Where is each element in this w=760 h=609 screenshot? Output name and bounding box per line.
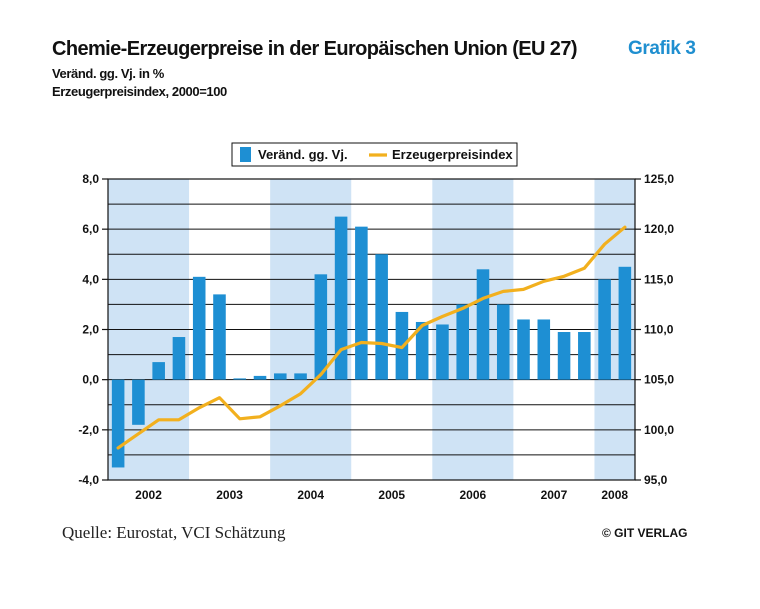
bar-0 <box>111 379 125 468</box>
x-tick-label: 2003 <box>216 488 243 502</box>
bar-21 <box>537 319 551 380</box>
bar-16 <box>436 324 449 380</box>
y-right-tick-label: 100,0 <box>644 423 674 437</box>
x-tick-label: 2005 <box>378 488 405 502</box>
bar-13 <box>375 254 388 380</box>
bar-24 <box>598 279 611 380</box>
y-right-tick-label: 95,0 <box>644 473 668 487</box>
y-left-tick-label: 2,0 <box>82 323 99 337</box>
y-left-tick-label: -2,0 <box>78 423 99 437</box>
bar-18 <box>476 269 490 380</box>
legend: Veränd. gg. Vj. Erzeugerpreisindex <box>231 142 518 167</box>
bar-22 <box>557 332 571 380</box>
bar-19 <box>496 304 510 380</box>
x-tick-label: 2008 <box>601 488 628 502</box>
bar-11 <box>334 216 348 380</box>
chart-title: Chemie-Erzeugerpreise in der Europäische… <box>52 38 578 60</box>
bar-20 <box>517 319 530 380</box>
source-note: Quelle: Eurostat, VCI Schätzung <box>62 523 286 542</box>
bar-1 <box>132 379 145 425</box>
x-tick-label: 2006 <box>459 488 486 502</box>
bar-5 <box>213 294 226 380</box>
x-tick-label: 2004 <box>297 488 324 502</box>
y-right-tick-label: 120,0 <box>644 222 674 236</box>
y-axis-left: 8,0 6,0 4,0 2,0 0,0 -2,0 -4,0 <box>78 172 108 487</box>
x-tick-label: 2007 <box>541 488 568 502</box>
bar-4 <box>192 276 206 380</box>
bar-8 <box>274 373 287 380</box>
y-left-tick-label: -4,0 <box>78 473 99 487</box>
y-right-tick-label: 125,0 <box>644 172 674 186</box>
bar-25 <box>618 266 632 380</box>
y-left-tick-label: 8,0 <box>82 172 99 186</box>
bar-7 <box>253 375 267 380</box>
chart-subtitle-index: Erzeugerpreisindex, 2000=100 <box>52 84 227 99</box>
figure-label: Grafik 3 <box>628 38 696 59</box>
bar-2 <box>152 362 165 380</box>
bar-15 <box>415 321 429 380</box>
y-right-tick-label: 115,0 <box>644 272 674 286</box>
bar-17 <box>456 304 469 380</box>
legend-label-bar: Veränd. gg. Vj. <box>258 147 348 162</box>
x-tick-label: 2002 <box>135 488 162 502</box>
legend-label-line: Erzeugerpreisindex <box>392 147 513 162</box>
index-line <box>116 225 627 450</box>
chart-subtitle-change: Veränd. gg. Vj. in % <box>52 66 164 81</box>
y-left-tick-label: 0,0 <box>82 373 99 387</box>
bar-9 <box>294 373 307 380</box>
y-left-tick-label: 4,0 <box>82 272 99 286</box>
y-axis-right: 125,0 120,0 115,0 110,0 105,0 100,0 95,0 <box>635 172 674 487</box>
y-right-tick-label: 110,0 <box>644 323 674 337</box>
bar-23 <box>578 332 591 380</box>
bar-3 <box>172 337 186 380</box>
y-left-tick-label: 6,0 <box>82 222 99 236</box>
x-axis: 2002 2003 2004 2005 2006 2007 2008 <box>135 488 628 502</box>
bar-6 <box>233 378 247 380</box>
line-series <box>116 225 627 450</box>
bar-12 <box>355 226 368 380</box>
copyright-note: © GIT VERLAG <box>602 526 688 540</box>
bar-10 <box>314 274 328 380</box>
legend-bar-swatch <box>240 147 251 162</box>
y-right-tick-label: 105,0 <box>644 373 674 387</box>
